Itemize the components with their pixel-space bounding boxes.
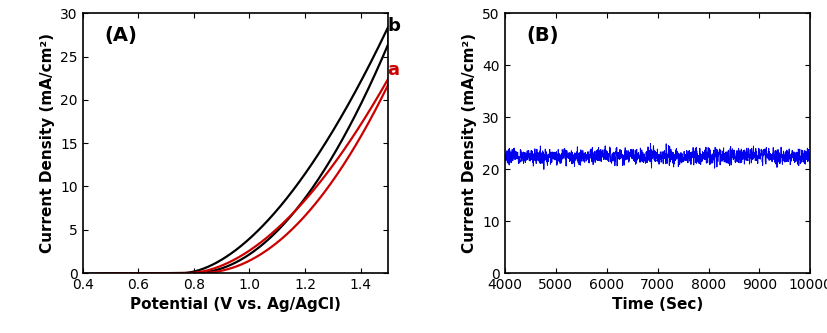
X-axis label: Potential (V vs. Ag/AgCl): Potential (V vs. Ag/AgCl) [130,297,341,312]
X-axis label: Time (Sec): Time (Sec) [612,297,703,312]
Text: (B): (B) [526,26,558,45]
Text: b: b [387,17,400,35]
Text: (A): (A) [104,26,137,45]
Y-axis label: Current Density (mA/cm²): Current Density (mA/cm²) [40,33,55,253]
Y-axis label: Current Density (mA/cm²): Current Density (mA/cm²) [461,33,476,253]
Text: a: a [387,61,399,79]
